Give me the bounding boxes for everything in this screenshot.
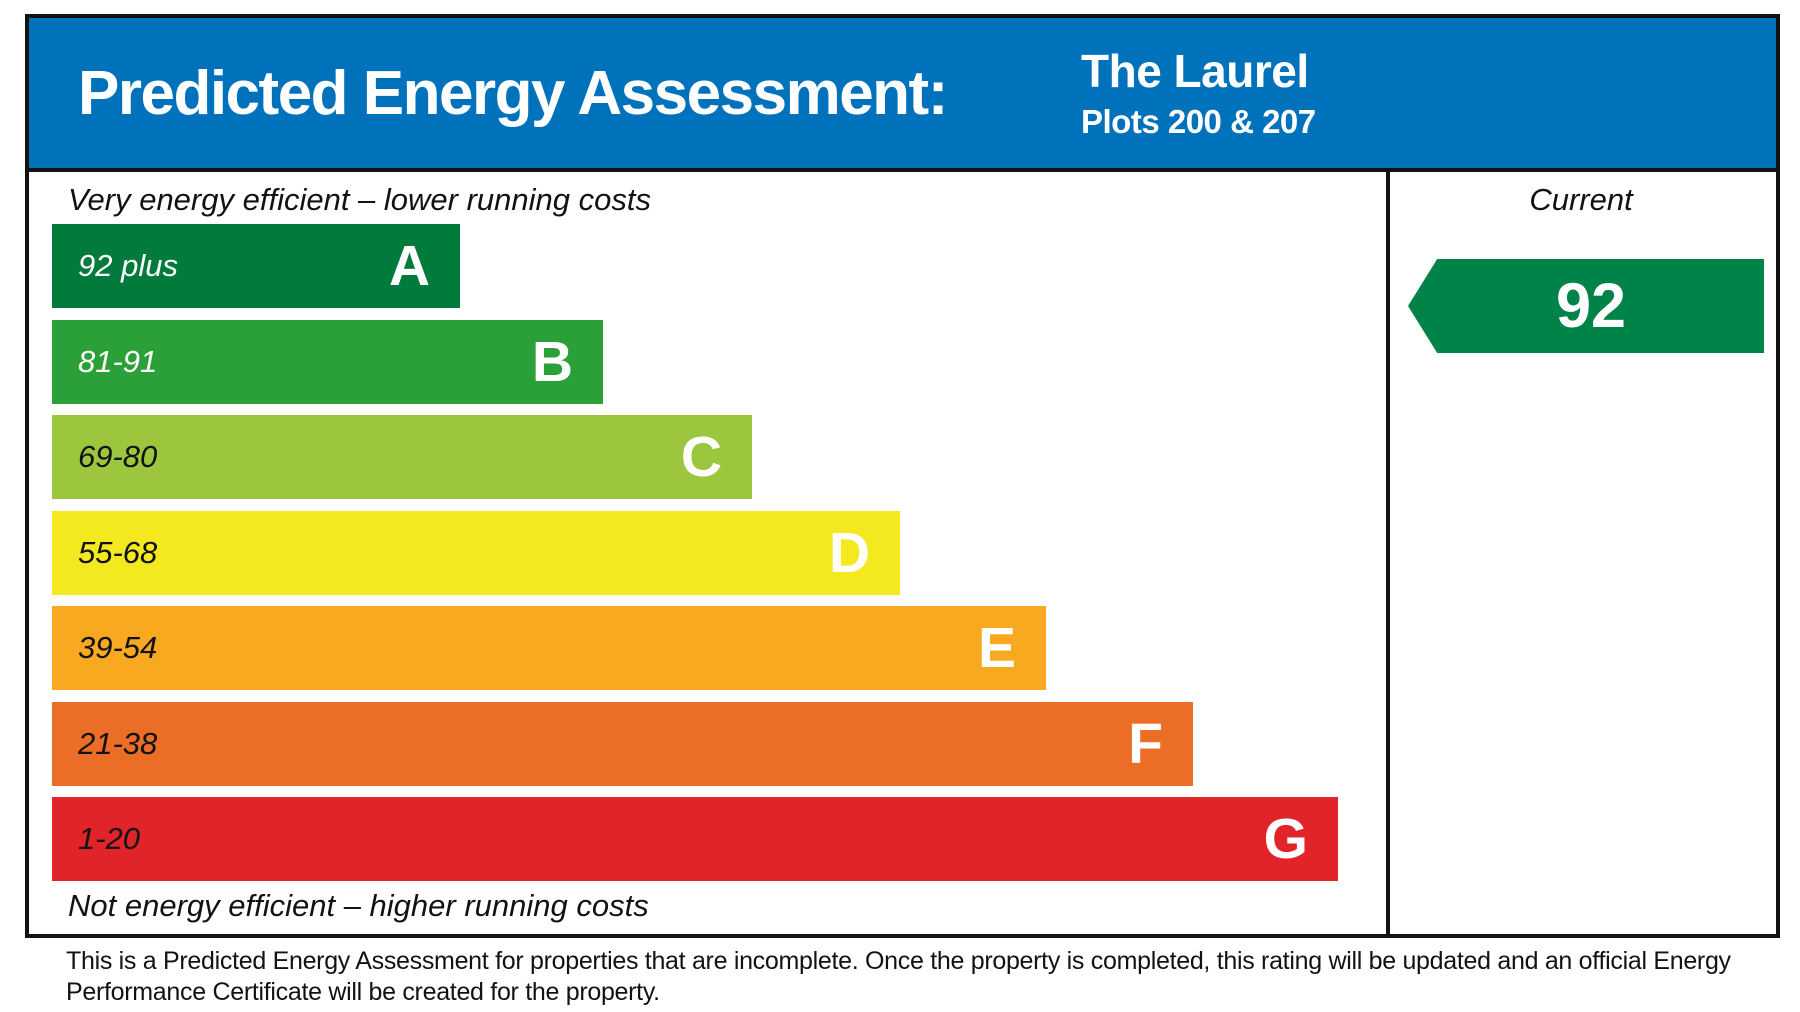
band-d-range: 55-68 — [78, 535, 158, 570]
band-f-range: 21-38 — [78, 726, 158, 761]
epc-band-a: 92 plus A — [52, 224, 460, 308]
band-c-range: 69-80 — [78, 439, 158, 474]
property-plots: Plots 200 & 207 — [1081, 102, 1316, 140]
current-rating-arrow: 92 — [1408, 259, 1764, 353]
band-b-range: 81-91 — [78, 344, 158, 379]
band-b-letter: B — [531, 329, 573, 394]
page-title: Predicted Energy Assessment: — [78, 58, 948, 128]
epc-band-f: 21-38 F — [52, 702, 1193, 786]
epc-band-b: 81-91 B — [52, 320, 603, 404]
epc-band-e: 39-54 E — [52, 606, 1046, 690]
chart-header: Predicted Energy Assessment: The Laurel … — [29, 18, 1776, 172]
band-g-range: 1-20 — [78, 821, 141, 856]
current-column-header: Current — [1529, 182, 1633, 217]
band-e-letter: E — [977, 615, 1016, 680]
top-caption: Very energy efficient – lower running co… — [68, 182, 651, 217]
epc-band-d: 55-68 D — [52, 511, 900, 595]
band-e-range: 39-54 — [78, 630, 158, 665]
epc-band-g: 1-20 G — [52, 797, 1338, 881]
current-rating-value: 92 — [1555, 271, 1627, 341]
footer-disclaimer: This is a Predicted Energy Assessment fo… — [66, 947, 1731, 1007]
band-a-range: 92 plus — [78, 248, 178, 283]
property-name: The Laurel — [1081, 45, 1309, 97]
band-d-letter: D — [828, 520, 870, 585]
column-divider — [1386, 172, 1390, 934]
band-g-letter: G — [1263, 806, 1308, 871]
band-f-letter: F — [1128, 711, 1163, 776]
bottom-caption: Not energy efficient – higher running co… — [68, 888, 649, 923]
band-c-letter: C — [680, 424, 722, 489]
epc-band-c: 69-80 C — [52, 415, 752, 499]
band-a-letter: A — [388, 233, 430, 298]
property-info: The Laurel Plots 200 & 207 — [1081, 46, 1316, 141]
